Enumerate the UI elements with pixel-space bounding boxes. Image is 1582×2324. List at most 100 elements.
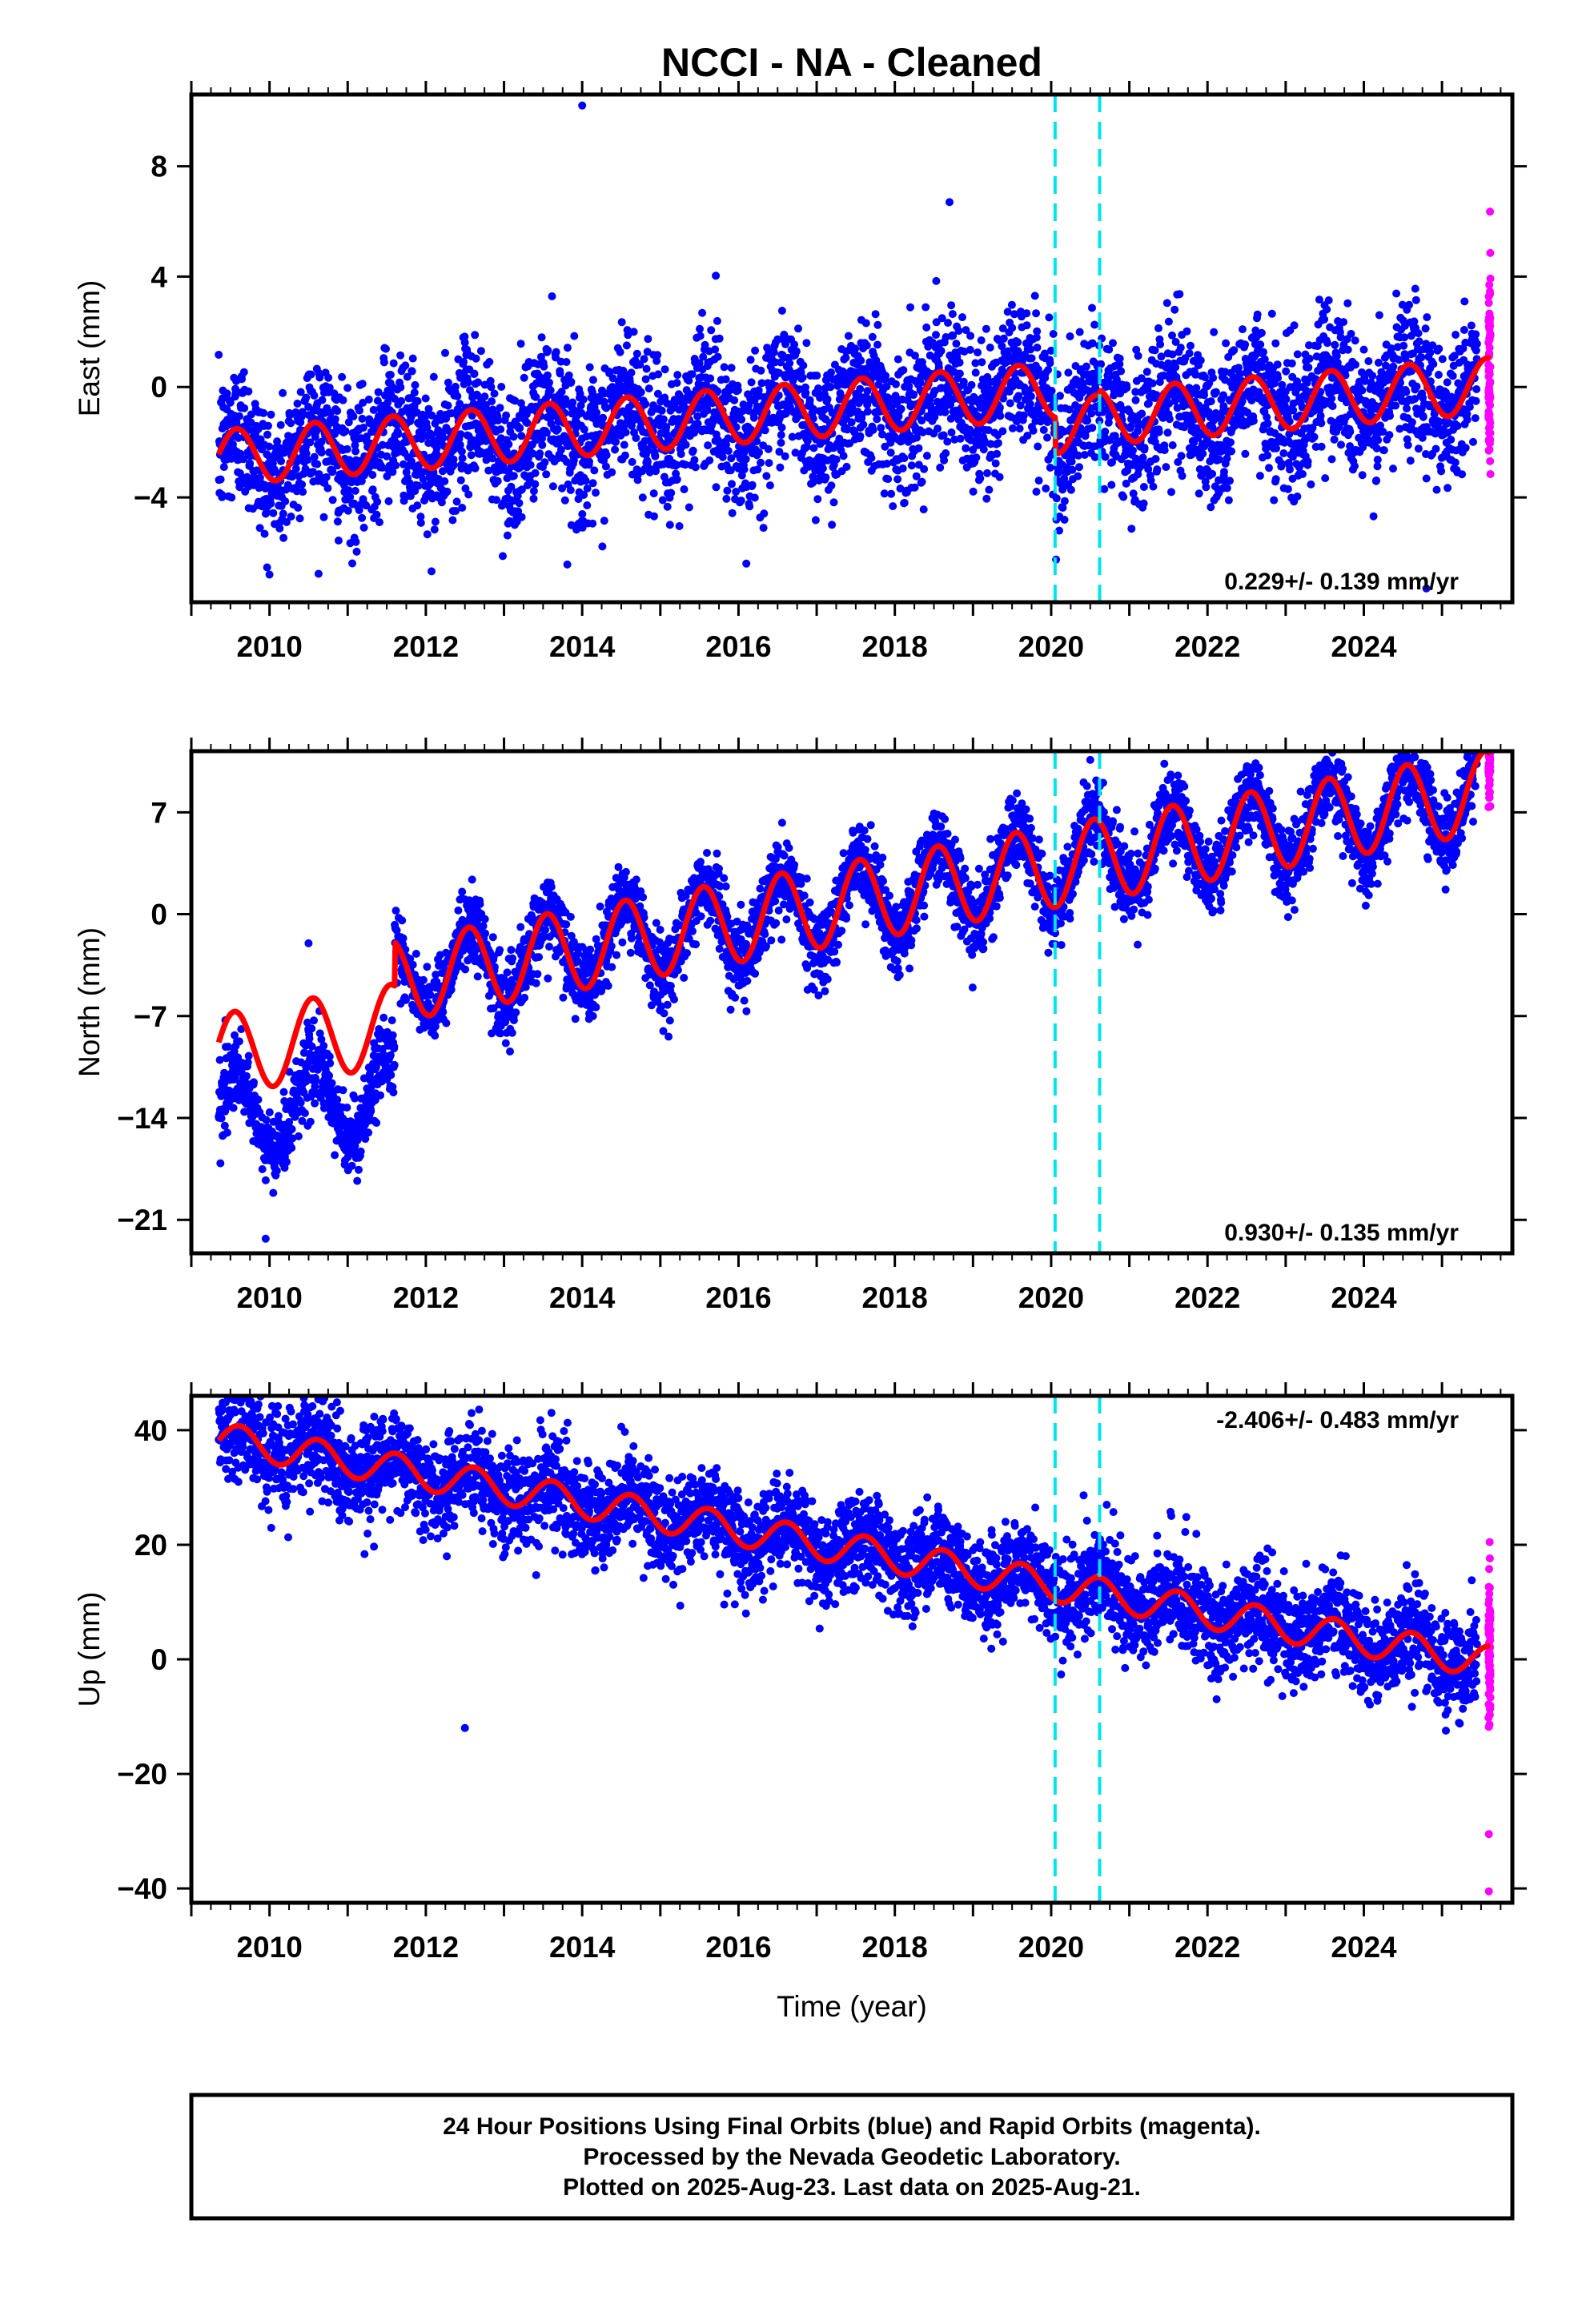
data-point bbox=[1423, 313, 1431, 322]
data-point bbox=[279, 509, 287, 518]
data-point bbox=[453, 392, 462, 400]
data-point bbox=[1014, 347, 1022, 356]
data-point bbox=[1095, 416, 1104, 425]
data-point bbox=[1014, 392, 1023, 400]
data-point bbox=[893, 355, 902, 364]
data-point bbox=[740, 448, 749, 456]
data-point bbox=[813, 372, 821, 380]
data-point bbox=[383, 398, 392, 407]
data-point bbox=[456, 430, 465, 439]
data-point bbox=[1210, 328, 1219, 336]
data-point bbox=[802, 443, 811, 451]
data-point bbox=[528, 449, 537, 458]
data-point bbox=[689, 446, 697, 455]
data-point bbox=[391, 461, 400, 470]
data-point bbox=[737, 497, 745, 505]
data-point bbox=[351, 441, 359, 449]
data-point bbox=[485, 357, 494, 366]
data-point bbox=[966, 436, 975, 444]
data-point bbox=[1154, 324, 1162, 332]
data-point bbox=[536, 449, 544, 458]
data-point bbox=[291, 464, 300, 473]
data-point bbox=[1343, 345, 1352, 354]
data-point bbox=[620, 451, 629, 460]
x-tick-label: 2010 bbox=[236, 630, 302, 663]
data-point bbox=[1282, 367, 1291, 376]
data-point bbox=[1060, 516, 1069, 524]
data-point bbox=[785, 359, 794, 368]
data-point bbox=[1386, 412, 1395, 420]
data-point bbox=[215, 351, 223, 359]
data-point bbox=[1460, 326, 1468, 334]
data-point bbox=[969, 487, 978, 496]
data-point bbox=[588, 376, 597, 384]
data-point bbox=[362, 501, 371, 510]
data-point bbox=[703, 406, 712, 415]
data-point bbox=[474, 378, 482, 387]
data-point bbox=[516, 399, 525, 408]
data-point bbox=[1207, 503, 1215, 512]
data-point bbox=[673, 460, 681, 469]
data-point bbox=[713, 387, 722, 396]
data-point bbox=[430, 525, 439, 534]
data-point bbox=[788, 432, 797, 441]
data-point bbox=[1453, 421, 1462, 430]
data-point bbox=[490, 389, 499, 398]
data-point bbox=[937, 347, 946, 356]
data-point bbox=[383, 472, 391, 480]
data-point bbox=[644, 457, 652, 466]
data-point bbox=[451, 382, 460, 391]
data-point bbox=[1239, 325, 1247, 334]
data-point bbox=[1331, 340, 1339, 349]
data-point bbox=[1279, 449, 1288, 457]
data-point bbox=[1405, 300, 1414, 309]
data-point bbox=[1411, 296, 1420, 304]
data-point bbox=[622, 341, 631, 350]
data-point bbox=[585, 363, 594, 372]
data-point bbox=[259, 408, 268, 417]
data-point bbox=[1270, 496, 1279, 505]
data-point bbox=[1148, 379, 1157, 388]
data-point bbox=[408, 367, 416, 376]
data-point bbox=[567, 377, 576, 386]
data-point bbox=[1429, 360, 1438, 368]
data-point bbox=[369, 405, 378, 414]
data-point bbox=[265, 442, 274, 451]
data-point bbox=[1215, 455, 1223, 464]
data-point bbox=[1134, 352, 1142, 360]
data-point bbox=[999, 334, 1008, 343]
data-point bbox=[917, 477, 926, 486]
data-point bbox=[331, 415, 339, 424]
rapid-point bbox=[1486, 314, 1495, 323]
data-point bbox=[537, 333, 546, 342]
data-point bbox=[448, 409, 456, 417]
data-point bbox=[881, 372, 890, 380]
y-tick-label: 4 bbox=[151, 260, 167, 293]
rapid-point bbox=[1485, 344, 1494, 352]
data-point bbox=[732, 488, 741, 496]
data-point bbox=[711, 345, 720, 354]
data-point bbox=[572, 525, 581, 534]
x-tick-label: 2020 bbox=[1018, 630, 1084, 663]
data-point bbox=[261, 1176, 270, 1184]
data-point bbox=[1174, 458, 1182, 466]
data-point bbox=[1168, 350, 1177, 359]
data-point bbox=[428, 567, 436, 576]
data-point bbox=[580, 425, 588, 434]
data-point bbox=[1105, 345, 1114, 354]
data-point bbox=[1299, 470, 1307, 478]
data-point bbox=[943, 437, 952, 446]
data-point bbox=[1471, 414, 1480, 423]
data-point bbox=[900, 498, 909, 507]
rapid-point bbox=[1486, 207, 1495, 216]
data-point bbox=[760, 509, 769, 518]
data-point bbox=[962, 444, 970, 452]
data-point bbox=[919, 505, 928, 514]
data-point bbox=[632, 349, 641, 358]
data-point bbox=[423, 530, 432, 539]
data-point bbox=[608, 468, 616, 476]
x-tick-label: 2018 bbox=[862, 630, 928, 663]
data-point bbox=[1253, 310, 1262, 319]
data-point bbox=[1412, 382, 1421, 391]
data-point bbox=[250, 1078, 258, 1087]
